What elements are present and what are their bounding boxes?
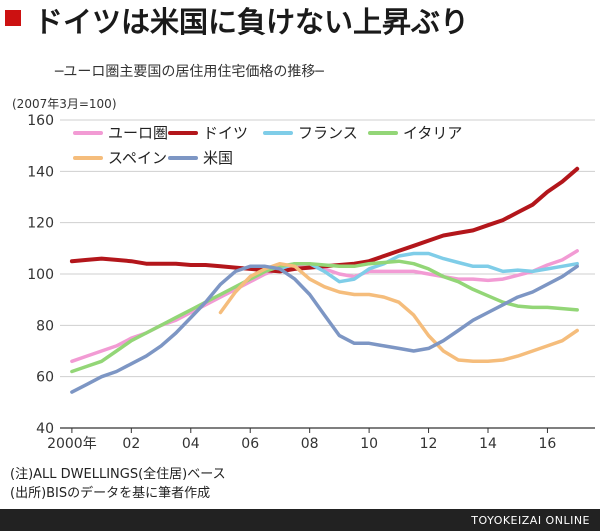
series-line-3 bbox=[70, 259, 579, 374]
series-line-1 bbox=[69, 166, 580, 274]
x-tick-label: 12 bbox=[420, 436, 438, 452]
series-line-2 bbox=[278, 251, 579, 284]
legend-label-2: フランス bbox=[298, 124, 358, 142]
legend-label-3: イタリア bbox=[403, 124, 462, 142]
y-tick-label: 60 bbox=[36, 370, 54, 386]
note-text: (注)ALL DWELLINGS(全住居)ベース bbox=[10, 466, 226, 482]
y-tick-label: 160 bbox=[27, 113, 54, 129]
grid-layer bbox=[60, 119, 595, 429]
chart-title: ドイツは米国に負けない上昇ぶり bbox=[34, 5, 469, 39]
title-square-icon bbox=[5, 10, 21, 26]
x-tick-label: 10 bbox=[360, 436, 378, 452]
x-tick-label: 16 bbox=[539, 436, 557, 452]
y-tick-label: 140 bbox=[27, 164, 54, 180]
footer-bar bbox=[0, 509, 600, 531]
chart-subtitle: ─ユーロ圏主要国の居住用住宅価格の推移─ bbox=[54, 64, 324, 80]
axis-layer: 40 60 80 100 120 140 160 2000年 02 04 06 08 10 12 14 16 bbox=[27, 113, 556, 452]
y-tick-label: 100 bbox=[27, 267, 54, 283]
y-tick-label: 120 bbox=[27, 216, 54, 232]
y-tick-label: 80 bbox=[36, 318, 54, 334]
unit-label: (2007年3月=100) bbox=[12, 97, 117, 111]
legend-label-4: スペイン bbox=[108, 149, 167, 167]
x-tick-label: 06 bbox=[241, 436, 259, 452]
x-tick-label: 2000年 bbox=[47, 436, 97, 452]
footer-brand: TOYOKEIZAI ONLINE bbox=[470, 514, 590, 527]
legend-label-5: 米国 bbox=[203, 149, 233, 167]
y-tick-label: 40 bbox=[36, 421, 54, 437]
legend-label-0: ユーロ圏 bbox=[108, 124, 168, 142]
series-line-4 bbox=[218, 261, 579, 364]
source-text: (出所)BISのデータを基に筆者作成 bbox=[10, 485, 210, 501]
x-tick-label: 04 bbox=[182, 436, 200, 452]
legend-label-1: ドイツ bbox=[203, 124, 248, 142]
x-tick-label: 14 bbox=[479, 436, 497, 452]
x-tick-label: 08 bbox=[301, 436, 319, 452]
series-layer bbox=[69, 166, 580, 394]
x-tick-label: 02 bbox=[122, 436, 140, 452]
series-line-5 bbox=[70, 264, 579, 394]
